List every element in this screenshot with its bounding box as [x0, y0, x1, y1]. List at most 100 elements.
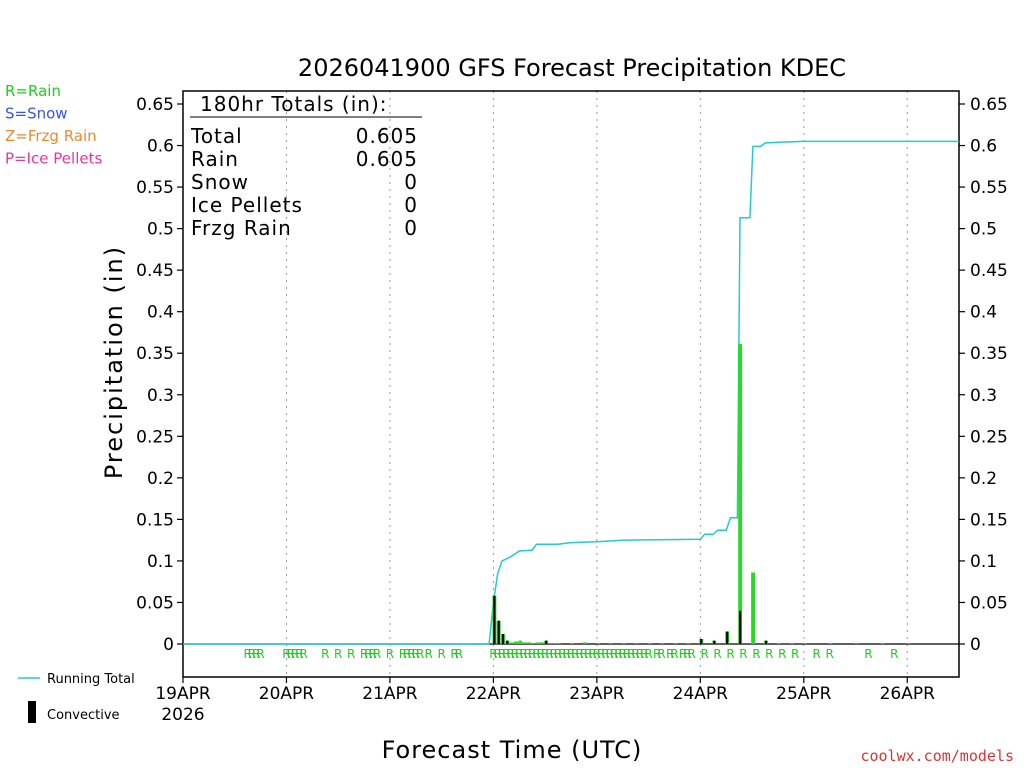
y-axis-left: 0 0.05 0.1 0.15 0.2 0.25 0.3 0.35 0.4 0.45 0.5 0.55…	[136, 95, 183, 655]
ptype-marker-h52: R	[403, 647, 411, 661]
precip-bar-h162	[880, 643, 885, 644]
ptype-marker-h94: R	[584, 647, 592, 661]
ptype-marker-h110: R	[653, 647, 661, 661]
ptype-marker-h48: R	[386, 647, 394, 661]
precip-bar-h99	[608, 643, 613, 644]
precip-bar-h117	[686, 643, 691, 644]
ptype-marker-h85: R	[545, 647, 553, 661]
ptype-marker-h73: R	[494, 647, 502, 661]
ptype-marker-h81: R	[528, 647, 536, 661]
ptype-marker-h108: R	[644, 647, 652, 661]
ptype-marker-h79: R	[519, 647, 527, 661]
precip-bar-h132	[751, 572, 756, 644]
chart-title: 2026041900 GFS Forecast Precipitation KD…	[298, 54, 846, 82]
precip-bar-h78	[518, 640, 523, 644]
ptype-marker-h118: R	[688, 647, 696, 661]
x-tick-label-23APR: 23APR	[569, 684, 625, 704]
y-tick-label-right-0.1: 0.1	[970, 552, 997, 572]
precip-bar-h138	[776, 643, 781, 644]
plot-frame	[182, 90, 960, 678]
ptype-marker-h84: R	[541, 647, 549, 661]
convective-bar-h123	[713, 640, 716, 644]
ptype-marker-h105: R	[631, 647, 639, 661]
ptype-marker-h64: R	[455, 647, 463, 661]
precip-bar-h79	[522, 642, 527, 644]
x-tick-label-26APR: 26APR	[880, 684, 936, 704]
y-tick-label-left-0.3: 0.3	[147, 386, 174, 406]
x-tick-label-22APR: 22APR	[466, 684, 522, 704]
totals-header: 180hr Totals (in):	[200, 92, 388, 116]
ptype-marker-h98: R	[601, 647, 609, 661]
precip-bar-h102	[621, 643, 626, 644]
ptype-marker-h27: R	[295, 647, 303, 661]
type-legend-frzg-rain: Z=Frzg Rain	[5, 127, 97, 145]
y-tick-label-left-0.2: 0.2	[147, 469, 174, 489]
ptype-marker-h107: R	[640, 647, 648, 661]
y-tick-label-right-0.15: 0.15	[970, 510, 1008, 530]
x-axis-label: Forecast Time (UTC)	[382, 736, 643, 764]
ptype-marker-h139: R	[778, 647, 786, 661]
ptype-marker-h63: R	[450, 647, 458, 661]
y-tick-label-right-0.25: 0.25	[970, 427, 1008, 447]
y-axis-label: Precipitation (in)	[100, 245, 128, 479]
ptype-marker-h95: R	[588, 647, 596, 661]
ptype-marker-h113: R	[666, 647, 674, 661]
ptype-marker-h15: R	[243, 647, 251, 661]
ptype-marker-h90: R	[567, 647, 575, 661]
y-tick-label-left-0.6: 0.6	[147, 137, 174, 157]
type-legend-ice-pellets: P=Ice Pellets	[5, 150, 102, 168]
precip-bar-h144	[802, 643, 807, 644]
ptype-marker-h159: R	[864, 647, 872, 661]
precip-bar-h81	[531, 643, 536, 644]
y-tick-label-right-0.6: 0.6	[970, 137, 997, 157]
x-tick-label-21APR: 21APR	[362, 684, 418, 704]
x-tick-label-20APR: 20APR	[259, 684, 315, 704]
precip-bar-h150	[828, 643, 833, 644]
ptype-marker-h76: R	[506, 647, 514, 661]
y-tick-label-right-0: 0	[970, 635, 981, 655]
credit-link[interactable]: coolwx.com/models	[860, 747, 1014, 765]
totals-label-rain: Rain	[191, 147, 239, 171]
y-tick-label-left-0.15: 0.15	[136, 510, 174, 530]
totals-label-ice-pellets: Ice Pellets	[191, 193, 303, 217]
y-tick-label-left-0.55: 0.55	[136, 178, 174, 198]
precip-bar-h108	[647, 643, 652, 644]
precip-bar-h80	[526, 642, 531, 644]
ptype-marker-h82: R	[532, 647, 540, 661]
precip-bar-h114	[673, 643, 678, 644]
ptype-marker-h89: R	[563, 647, 571, 661]
running-total-line	[183, 140, 959, 645]
ptype-marker-h28: R	[300, 647, 308, 661]
y-tick-label-right-0.5: 0.5	[970, 220, 997, 240]
ptype-marker-h102: R	[619, 647, 627, 661]
y-axis-right: 0 0.05 0.1 0.15 0.2 0.25 0.3 0.35 0.4 0.45 0.5 0.55…	[959, 95, 1008, 655]
ptype-marker-h136: R	[765, 647, 773, 661]
ptype-marker-h87: R	[554, 647, 562, 661]
precip-bar-h93	[582, 642, 587, 644]
ptype-marker-h96: R	[593, 647, 601, 661]
precip-bar-h77	[514, 641, 518, 644]
precip-bar-h156	[854, 643, 859, 644]
ptype-marker-h26: R	[291, 647, 299, 661]
ptype-marker-h101: R	[614, 647, 622, 661]
y-tick-label-right-0.05: 0.05	[970, 593, 1008, 613]
convective-bar-h74	[501, 634, 505, 644]
y-tick-label-left-0.05: 0.05	[136, 593, 174, 613]
convective-bar-h84	[545, 640, 548, 644]
precip-bar-h83	[539, 642, 544, 644]
totals-value-total: 0.605	[356, 124, 418, 148]
ptype-marker-h92: R	[575, 647, 583, 661]
ptype-marker-h24: R	[282, 647, 290, 661]
precip-bar-h96	[595, 643, 600, 644]
totals-value-snow: 0	[404, 170, 418, 194]
ptype-marker-h100: R	[610, 647, 618, 661]
y-tick-label-left-0.5: 0.5	[147, 220, 174, 240]
y-tick-label-left-0.4: 0.4	[147, 303, 174, 323]
ptype-marker-h133: R	[752, 647, 760, 661]
ptype-marker-h97: R	[597, 647, 605, 661]
ptype-marker-h25: R	[287, 647, 295, 661]
precip-bar-h82	[535, 642, 540, 644]
ptype-marker-h36: R	[334, 647, 342, 661]
